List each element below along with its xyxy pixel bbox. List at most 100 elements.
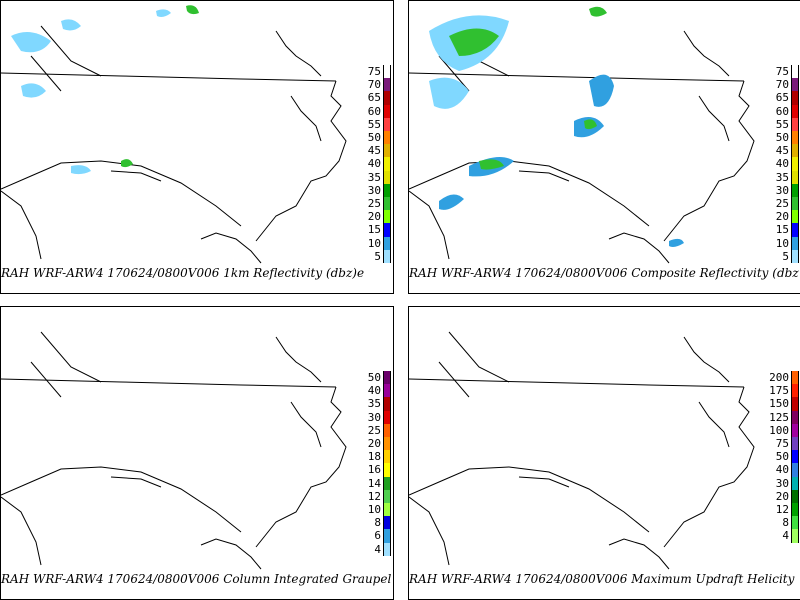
color-scale: 50 40 35 30 25 20 18 16 14 12 10 8 6 4 <box>357 371 391 556</box>
scale-label: 150 <box>769 397 789 411</box>
scale-swatch <box>383 131 391 145</box>
scale-label: 75 <box>775 65 789 78</box>
scale-swatch <box>383 170 391 184</box>
map-panel-composite-reflectivity: RAH WRF-ARW4 170624/0800V006 Composite R… <box>408 0 800 294</box>
scale-label: 10 <box>775 236 789 250</box>
scale-swatch <box>383 91 391 105</box>
scale-swatch <box>383 476 391 490</box>
scale-label: 18 <box>367 450 381 464</box>
scale-label: 55 <box>367 117 381 131</box>
scale-label: 16 <box>367 463 381 477</box>
scale-label: 70 <box>367 78 381 92</box>
scale-swatch <box>791 78 799 92</box>
scale-label: 25 <box>367 423 381 437</box>
scale-swatch <box>383 371 391 385</box>
scale-swatch <box>791 489 799 503</box>
scale-swatch <box>383 117 391 131</box>
scale-swatch <box>383 210 391 224</box>
scale-label: 20 <box>367 437 381 450</box>
scale-swatch <box>383 104 391 118</box>
scale-label: 15 <box>367 223 381 237</box>
map-panel-1km-reflectivity: RAH WRF-ARW4 170624/0800V006 1km Reflect… <box>0 0 394 294</box>
color-scale: 200 175 150 125 100 75 50 40 30 20 12 8 4 <box>765 371 799 543</box>
scale-label: 75 <box>775 437 789 450</box>
color-scale: 75 70 65 60 55 50 45 40 35 30 25 20 15 10 5 <box>357 65 391 263</box>
map-panel-maximum-updraft-helicity: RAH WRF-ARW4 170624/0800V006 Maximum Upd… <box>408 306 800 600</box>
scale-swatch <box>791 249 799 263</box>
scale-swatch <box>383 542 391 556</box>
scale-swatch <box>791 210 799 224</box>
scale-label: 100 <box>769 423 789 437</box>
scale-label: 50 <box>367 371 381 384</box>
scale-label: 70 <box>775 78 789 92</box>
scale-swatch <box>383 183 391 197</box>
scale-label: 20 <box>775 489 789 503</box>
scale-swatch <box>383 489 391 503</box>
scale-label: 40 <box>775 157 789 171</box>
scale-swatch <box>791 384 799 398</box>
scale-label: 55 <box>775 117 789 131</box>
scale-swatch <box>791 476 799 490</box>
scale-label: 20 <box>367 210 381 224</box>
scale-label: 50 <box>775 131 789 144</box>
panel-caption: RAH WRF-ARW4 170624/0800V006 1km Reflect… <box>1 266 365 280</box>
scale-label: 30 <box>775 476 789 490</box>
scale-label: 30 <box>367 183 381 197</box>
scale-swatch <box>791 157 799 171</box>
scale-swatch <box>383 249 391 263</box>
scale-label: 8 <box>782 516 789 530</box>
scale-label: 4 <box>374 542 381 556</box>
scale-label: 45 <box>367 144 381 158</box>
scale-swatch <box>383 516 391 530</box>
scale-label: 40 <box>367 384 381 398</box>
scale-swatch <box>791 104 799 118</box>
scale-swatch <box>383 197 391 211</box>
panel-caption: RAH WRF-ARW4 170624/0800V006 Maximum Upd… <box>409 572 795 586</box>
scale-swatch <box>383 450 391 464</box>
scale-swatch <box>791 170 799 184</box>
scale-label: 12 <box>775 503 789 516</box>
scale-swatch <box>791 437 799 451</box>
scale-swatch <box>383 223 391 237</box>
scale-swatch <box>791 117 799 131</box>
scale-label: 15 <box>775 223 789 237</box>
scale-swatch <box>791 397 799 411</box>
scale-label: 125 <box>769 410 789 424</box>
scale-swatch <box>383 236 391 250</box>
scale-label: 65 <box>367 91 381 105</box>
scale-swatch <box>791 423 799 437</box>
scale-swatch <box>383 78 391 92</box>
scale-label: 25 <box>775 197 789 210</box>
scale-swatch <box>383 437 391 451</box>
scale-swatch <box>791 131 799 145</box>
scale-label: 20 <box>775 210 789 224</box>
scale-swatch <box>383 503 391 517</box>
scale-swatch <box>383 410 391 424</box>
scale-label: 10 <box>367 236 381 250</box>
nc-map <box>1 331 347 570</box>
scale-swatch <box>791 91 799 105</box>
scale-swatch <box>791 223 799 237</box>
scale-label: 5 <box>782 249 789 263</box>
scale-swatch <box>791 503 799 517</box>
scale-label: 12 <box>367 489 381 503</box>
scale-label: 6 <box>374 529 381 543</box>
scale-swatch <box>383 157 391 171</box>
nc-map <box>409 331 755 570</box>
scale-label: 30 <box>367 410 381 424</box>
map-panel-column-integrated-graupel: RAH WRF-ARW4 170624/0800V006 Column Inte… <box>0 306 394 600</box>
scale-swatch <box>791 371 799 385</box>
scale-swatch <box>791 183 799 197</box>
scale-swatch <box>791 410 799 424</box>
scale-label: 8 <box>374 516 381 530</box>
nc-map <box>1 5 347 264</box>
scale-label: 65 <box>775 91 789 105</box>
scale-swatch <box>383 463 391 477</box>
scale-label: 35 <box>367 397 381 411</box>
scale-label: 50 <box>367 131 381 144</box>
scale-swatch <box>791 197 799 211</box>
scale-swatch <box>383 384 391 398</box>
scale-label: 25 <box>367 197 381 210</box>
scale-label: 30 <box>775 183 789 197</box>
scale-label: 14 <box>367 476 381 490</box>
